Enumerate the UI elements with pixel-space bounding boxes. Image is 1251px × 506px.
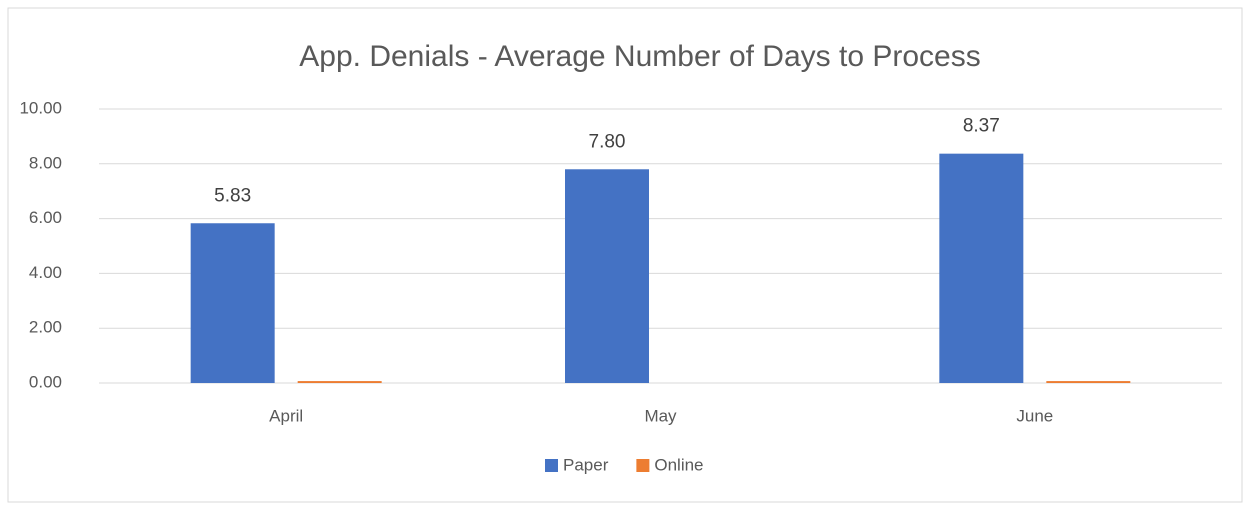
x-tick-label: June [1016,406,1053,425]
legend-swatch [636,459,650,472]
legend-label: Online [654,455,703,474]
bar [565,169,649,383]
x-tick-label: May [644,406,677,425]
bar [1046,381,1131,383]
legend-swatch [545,459,558,472]
chart-title: App. Denials - Average Number of Days to… [299,40,980,73]
data-label: 5.83 [214,185,251,206]
y-tick-label: 2.00 [29,318,62,337]
bar [939,153,1024,383]
legend-label: Paper [563,455,609,474]
y-tick-label: 0.00 [29,372,62,391]
y-tick-label: 6.00 [29,208,62,227]
data-label: 7.80 [589,131,626,152]
y-tick-label: 10.00 [19,98,62,117]
x-tick-label: April [269,406,303,425]
data-label: 8.37 [963,116,1000,137]
bar [190,223,275,383]
y-tick-label: 4.00 [29,263,62,282]
bar [297,381,382,383]
y-tick-label: 8.00 [29,153,62,172]
